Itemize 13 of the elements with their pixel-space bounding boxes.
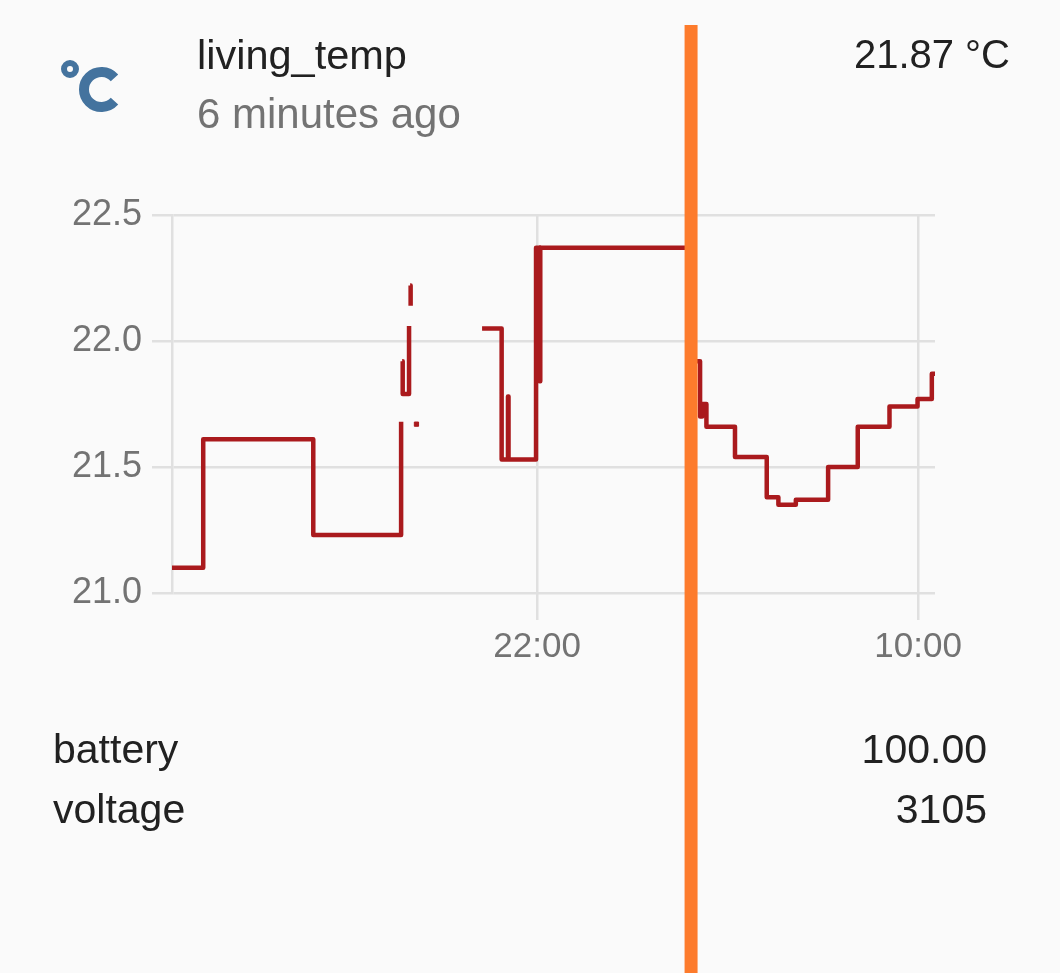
- text: battery: [53, 725, 179, 773]
- text: 21.87 °C: [853, 31, 1010, 78]
- y-tick-label: 22.5: [71, 191, 142, 233]
- text: 3105: [895, 785, 987, 833]
- text: 100.00: [861, 725, 987, 773]
- y-tick-label: 21.0: [71, 569, 142, 611]
- y-tick-label: 22.0: [71, 317, 142, 359]
- x-tick-label: 22:00: [493, 624, 581, 664]
- y-tick-label: 21.5: [71, 443, 142, 485]
- chart-subtitle: 6 minutes ago: [197, 90, 461, 138]
- chart-title: living_temp: [197, 31, 407, 79]
- text: voltage: [53, 785, 186, 833]
- x-tick-label: 10:00: [874, 624, 962, 664]
